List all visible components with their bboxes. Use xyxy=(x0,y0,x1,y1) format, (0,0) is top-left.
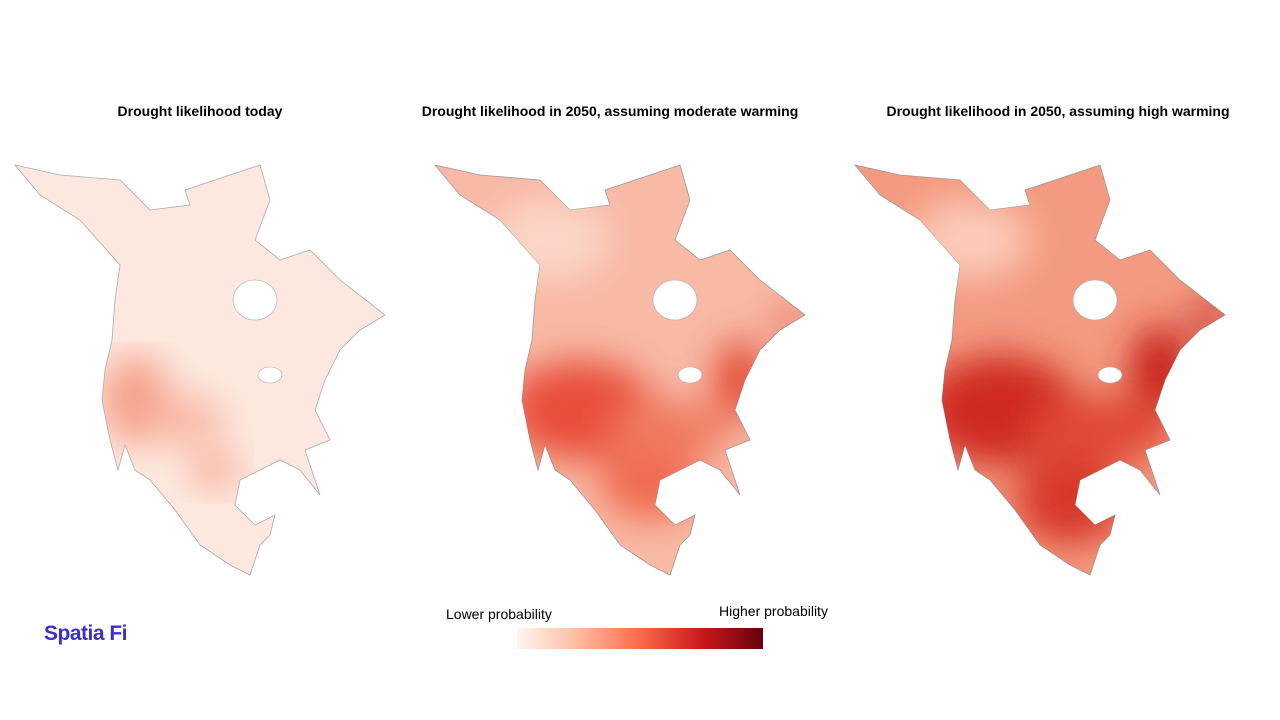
map xyxy=(854,164,1226,576)
legend-high-label: Higher probability xyxy=(719,603,828,619)
lakes xyxy=(232,279,1123,384)
logo: Spatia Fi xyxy=(44,622,128,645)
map-title: Drought likelihood in 2050, assuming hig… xyxy=(886,103,1230,119)
map xyxy=(14,164,386,576)
map xyxy=(434,164,806,576)
legend-color-bar xyxy=(517,628,763,649)
legend-low-label: Lower probability xyxy=(446,606,552,622)
map-title: Drought likelihood today xyxy=(117,103,283,119)
map-title: Drought likelihood in 2050, assuming mod… xyxy=(421,103,799,119)
